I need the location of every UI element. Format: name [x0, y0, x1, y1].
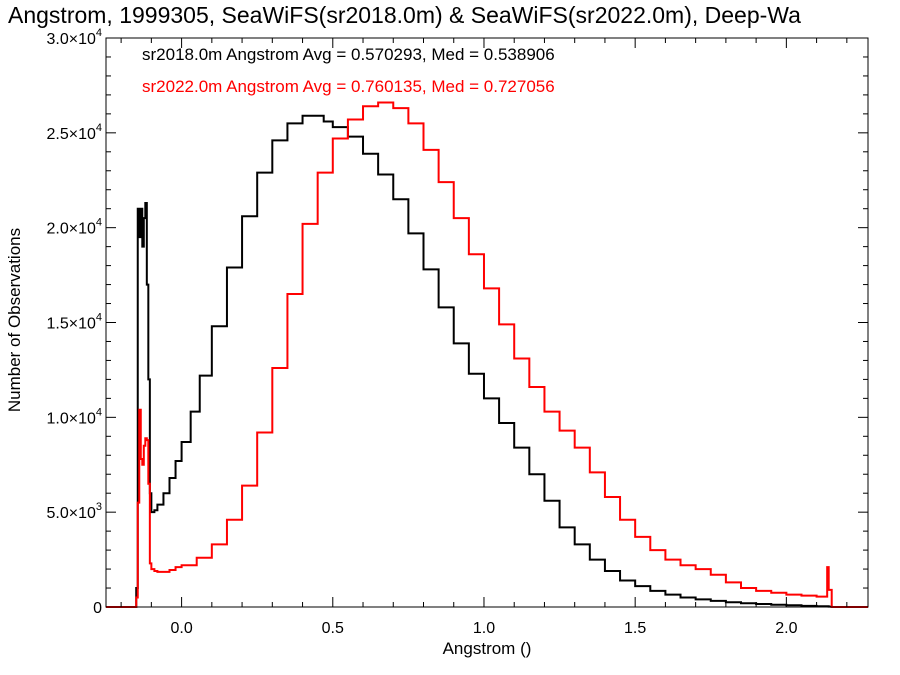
- x-tick-label: 1.0: [473, 620, 495, 637]
- y-axis-label: Number of Observations: [5, 228, 24, 412]
- series-stat-sr2018: sr2018.0m Angstrom Avg = 0.570293, Med =…: [142, 45, 555, 64]
- x-axis-label: Angstrom (): [443, 639, 532, 658]
- x-tick-label: 2.0: [775, 620, 797, 637]
- x-tick-label: 0.0: [170, 620, 192, 637]
- x-tick-label: 1.5: [624, 620, 646, 637]
- series-stat-sr2022: sr2022.0m Angstrom Avg = 0.760135, Med =…: [142, 77, 555, 96]
- y-tick-label: 3.0×104: [46, 27, 102, 48]
- y-tick-label: 0: [93, 600, 102, 617]
- y-tick-label: 1.0×104: [46, 406, 102, 427]
- y-tick-label: 5.0×103: [46, 501, 102, 522]
- plot-area: 0.0 0.5 1.0 1.5 2.0 0 5.0×103 1.0×104 1.5×104 2.0…: [46, 27, 869, 637]
- chart-title: Angstrom, 1999305, SeaWiFS(sr2018.0m) & …: [8, 2, 801, 28]
- x-tick-label: 0.5: [322, 620, 344, 637]
- y-tick-label: 1.5×104: [46, 312, 102, 333]
- y-tick-label: 2.5×104: [46, 122, 102, 143]
- statistics-legend: sr2018.0m Angstrom Avg = 0.570293, Med =…: [142, 45, 555, 96]
- y-tick-label: 2.0×104: [46, 217, 102, 238]
- series-line-sr2022.0m: [106, 101, 868, 608]
